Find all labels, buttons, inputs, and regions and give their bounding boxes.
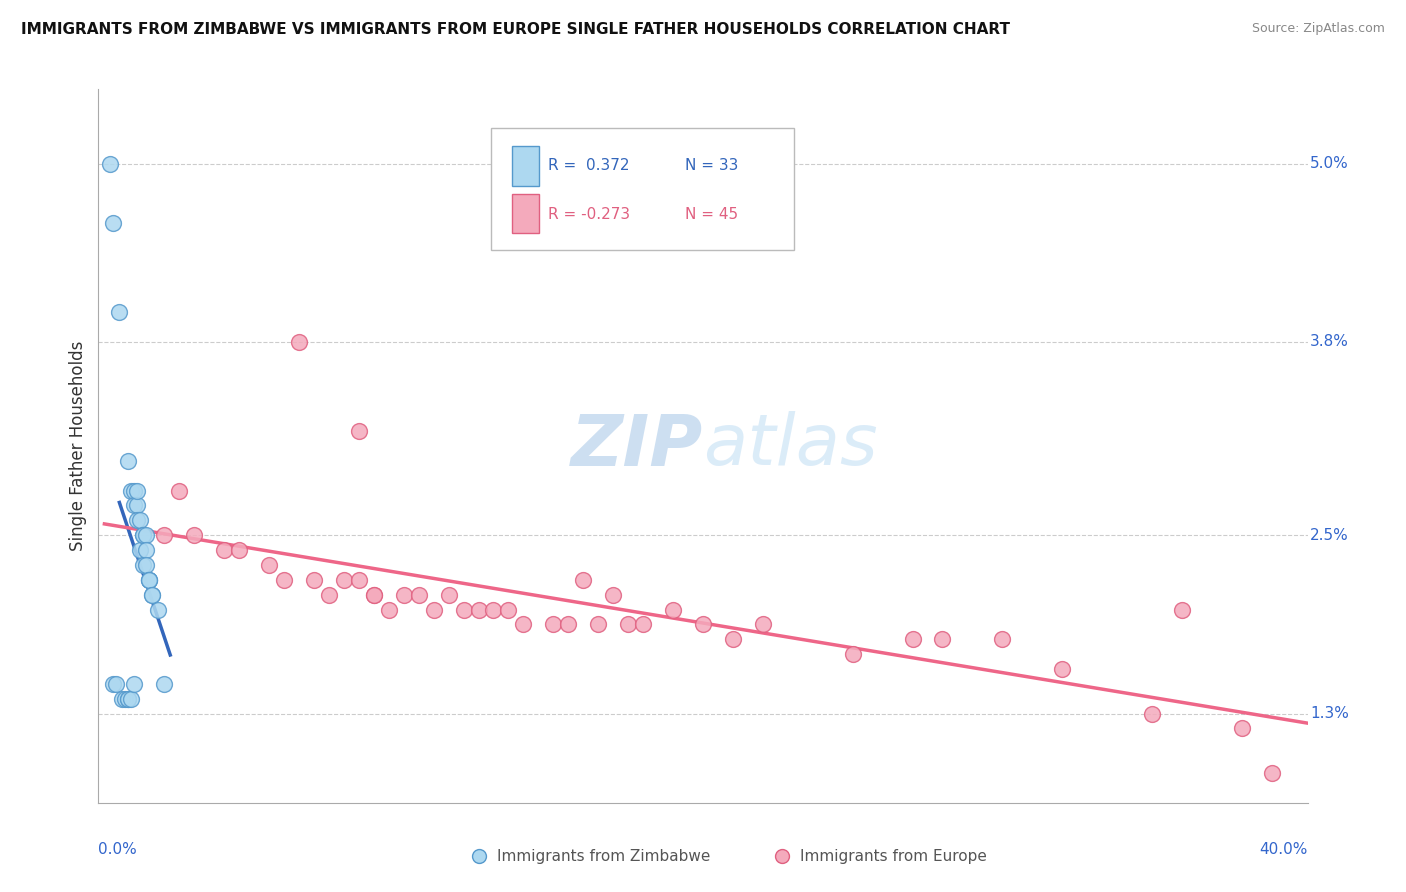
Point bbox=[363, 588, 385, 602]
Point bbox=[453, 602, 475, 616]
Point bbox=[467, 602, 489, 616]
Text: 5.0%: 5.0% bbox=[1310, 156, 1348, 171]
Point bbox=[991, 632, 1014, 647]
Point bbox=[631, 617, 654, 632]
Point bbox=[572, 573, 595, 587]
Point bbox=[138, 573, 160, 587]
Text: N = 33: N = 33 bbox=[685, 158, 738, 173]
Point bbox=[135, 558, 157, 572]
Point bbox=[1230, 722, 1253, 736]
Point bbox=[931, 632, 953, 647]
Point bbox=[901, 632, 924, 647]
Text: IMMIGRANTS FROM ZIMBABWE VS IMMIGRANTS FROM EUROPE SINGLE FATHER HOUSEHOLDS CORR: IMMIGRANTS FROM ZIMBABWE VS IMMIGRANTS F… bbox=[21, 22, 1010, 37]
Point bbox=[557, 617, 579, 632]
Point bbox=[111, 691, 134, 706]
Point bbox=[498, 602, 520, 616]
Point bbox=[153, 677, 176, 691]
FancyBboxPatch shape bbox=[492, 128, 793, 250]
Point bbox=[132, 528, 155, 542]
Text: Immigrants from Europe: Immigrants from Europe bbox=[800, 849, 987, 863]
Text: 2.5%: 2.5% bbox=[1310, 528, 1348, 542]
Point bbox=[127, 499, 149, 513]
Point bbox=[347, 573, 370, 587]
Point bbox=[318, 588, 340, 602]
Point bbox=[721, 632, 744, 647]
Text: 3.8%: 3.8% bbox=[1310, 334, 1348, 350]
Text: Immigrants from Zimbabwe: Immigrants from Zimbabwe bbox=[498, 849, 711, 863]
Point bbox=[617, 617, 640, 632]
Point bbox=[333, 573, 356, 587]
Point bbox=[183, 528, 205, 542]
Point bbox=[228, 543, 250, 558]
Point bbox=[132, 528, 155, 542]
Text: R =  0.372: R = 0.372 bbox=[548, 158, 630, 173]
Text: 0.0%: 0.0% bbox=[98, 842, 138, 857]
Point bbox=[127, 513, 149, 527]
Point bbox=[148, 602, 170, 616]
Point bbox=[120, 483, 142, 498]
Point bbox=[108, 305, 131, 319]
Point bbox=[103, 677, 125, 691]
Point bbox=[347, 424, 370, 438]
Point bbox=[257, 558, 280, 572]
Text: Source: ZipAtlas.com: Source: ZipAtlas.com bbox=[1251, 22, 1385, 36]
Bar bbox=[512, 146, 538, 186]
Point bbox=[392, 588, 415, 602]
Point bbox=[212, 543, 235, 558]
Point bbox=[167, 483, 190, 498]
Point bbox=[437, 588, 460, 602]
Point bbox=[153, 528, 176, 542]
Point bbox=[103, 216, 125, 230]
Text: 1.3%: 1.3% bbox=[1310, 706, 1348, 721]
Text: 40.0%: 40.0% bbox=[1260, 842, 1308, 857]
Point bbox=[129, 513, 152, 527]
Point bbox=[132, 558, 155, 572]
Point bbox=[141, 588, 163, 602]
Point bbox=[105, 677, 128, 691]
Point bbox=[482, 602, 505, 616]
Point bbox=[841, 647, 863, 661]
Point bbox=[273, 573, 295, 587]
Point bbox=[363, 588, 385, 602]
Point bbox=[602, 588, 624, 602]
Point bbox=[752, 617, 775, 632]
Point bbox=[117, 691, 139, 706]
Point bbox=[124, 483, 146, 498]
Point bbox=[124, 499, 146, 513]
Bar bbox=[512, 194, 538, 234]
Y-axis label: Single Father Households: Single Father Households bbox=[69, 341, 87, 551]
Point bbox=[124, 677, 146, 691]
Point bbox=[512, 617, 534, 632]
Point bbox=[408, 588, 430, 602]
Point bbox=[586, 617, 609, 632]
Point bbox=[141, 588, 163, 602]
Point bbox=[543, 617, 565, 632]
Point bbox=[117, 454, 139, 468]
Point bbox=[100, 156, 122, 170]
Point bbox=[114, 691, 136, 706]
Point bbox=[692, 617, 714, 632]
Text: atlas: atlas bbox=[703, 411, 877, 481]
Point bbox=[1140, 706, 1163, 721]
Point bbox=[422, 602, 444, 616]
Point bbox=[135, 543, 157, 558]
Point bbox=[135, 528, 157, 542]
Text: N = 45: N = 45 bbox=[685, 207, 738, 221]
Point bbox=[127, 483, 149, 498]
Text: R = -0.273: R = -0.273 bbox=[548, 207, 630, 221]
Point bbox=[129, 543, 152, 558]
Point bbox=[302, 573, 325, 587]
Point bbox=[117, 691, 139, 706]
Point bbox=[1171, 602, 1194, 616]
Point bbox=[1260, 766, 1282, 780]
Point bbox=[120, 691, 142, 706]
Point bbox=[1050, 662, 1073, 676]
Point bbox=[288, 334, 311, 349]
Point bbox=[138, 573, 160, 587]
Point bbox=[138, 573, 160, 587]
Point bbox=[662, 602, 685, 616]
Point bbox=[377, 602, 399, 616]
Text: ZIP: ZIP bbox=[571, 411, 703, 481]
